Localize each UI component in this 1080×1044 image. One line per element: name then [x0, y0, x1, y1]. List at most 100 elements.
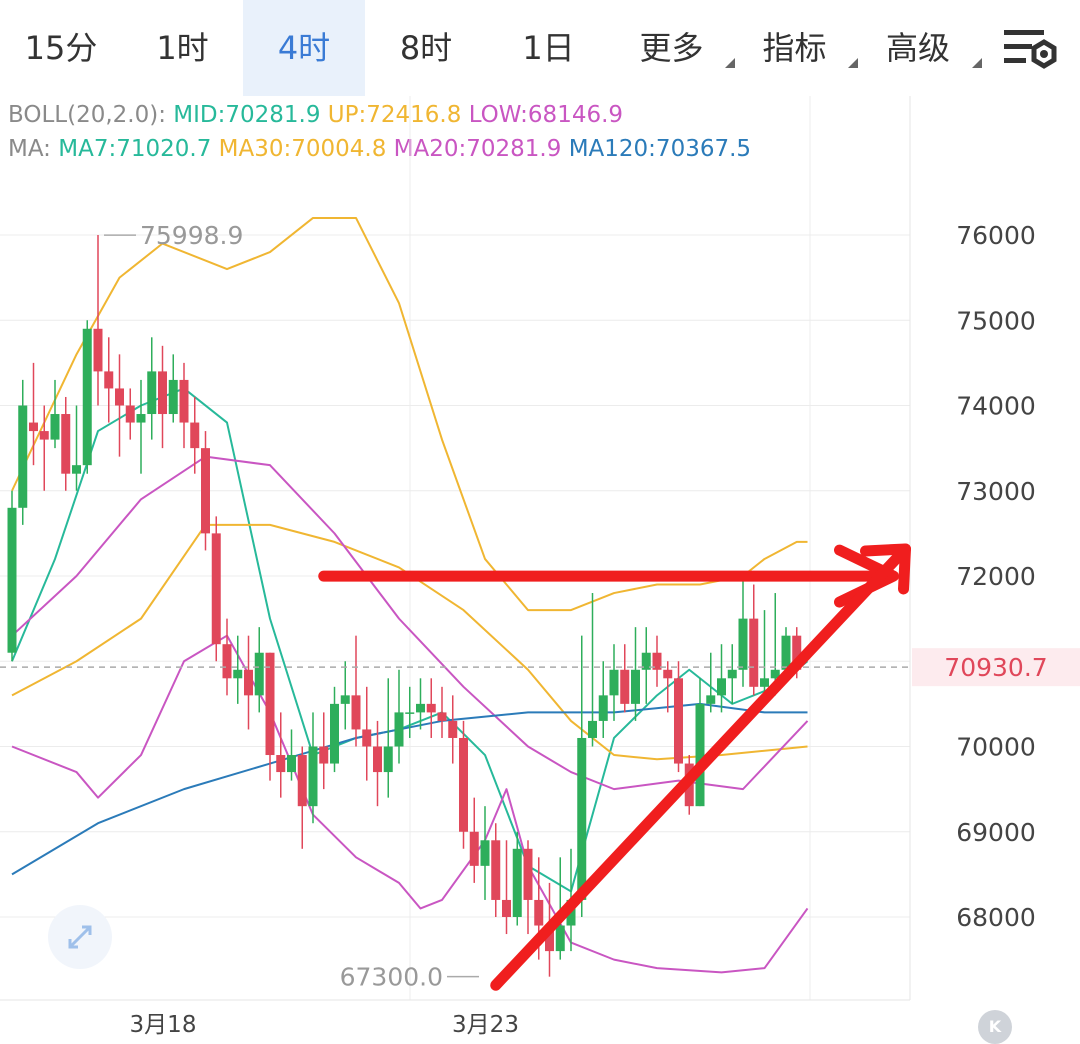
- candle: [158, 345, 167, 449]
- candle: [598, 661, 608, 738]
- candle: [502, 840, 511, 935]
- candle: [749, 584, 759, 696]
- x-tick-label: 3月23: [452, 1012, 519, 1038]
- candle: [770, 593, 780, 696]
- candle-body: [201, 448, 210, 534]
- y-tick-label: 75000: [956, 306, 1036, 335]
- candle-body: [39, 431, 49, 440]
- boll-up: UP:72416.8: [327, 102, 462, 128]
- candle: [674, 661, 683, 773]
- tab-7[interactable]: 高级: [856, 0, 982, 96]
- candle-body: [319, 746, 329, 764]
- timeframe-tabs: 15分 1时 4时 8时 1日 更多 指标 高级: [0, 0, 1080, 96]
- candle-body: [480, 840, 490, 866]
- kline-toggle-button[interactable]: K: [978, 1010, 1012, 1044]
- candle: [297, 746, 307, 849]
- y-tick-label: 68000: [956, 903, 1036, 932]
- candle-body: [760, 678, 769, 687]
- candle-body: [749, 618, 759, 687]
- candle: [265, 652, 275, 781]
- current-price-label: 70930.7: [944, 653, 1047, 682]
- dropdown-caret-icon: [725, 58, 735, 68]
- candle-body: [297, 755, 307, 807]
- tab-6[interactable]: 指标: [733, 0, 858, 96]
- boll-legend: BOLL(20,2.0): MID:70281.9 UP:72416.8 LOW…: [8, 102, 623, 128]
- candle-body: [136, 414, 146, 423]
- candle: [491, 823, 501, 917]
- candle-body: [674, 678, 683, 764]
- x-tick-label: 3月18: [130, 1012, 197, 1038]
- tab-5[interactable]: 更多: [610, 0, 735, 96]
- candle: [405, 686, 415, 738]
- candle: [437, 686, 447, 738]
- boll_low-line: [11, 634, 809, 974]
- candle-body: [82, 328, 92, 466]
- ma7-value: MA7:71020.7: [58, 136, 212, 162]
- candle-body: [233, 669, 243, 679]
- candle: [39, 405, 49, 491]
- candle-body: [61, 414, 71, 474]
- candle: [340, 661, 350, 730]
- candle: [201, 431, 210, 551]
- tab-3[interactable]: 8时: [365, 0, 487, 96]
- y-tick-label: 72000: [956, 562, 1036, 591]
- candle-body: [469, 831, 479, 866]
- diagonal-arrow-line: [490, 543, 911, 991]
- candle-body: [588, 720, 597, 738]
- candle-body: [598, 695, 608, 721]
- candle: [93, 235, 103, 406]
- candle-body: [340, 695, 350, 704]
- candle: [727, 644, 737, 704]
- candle: [760, 610, 769, 696]
- candle: [29, 362, 38, 466]
- candle: [211, 516, 221, 662]
- candle: [394, 669, 404, 764]
- chart-settings-icon[interactable]: [1000, 22, 1060, 74]
- tab-1[interactable]: 1时: [122, 0, 243, 96]
- expand-chart-button[interactable]: [48, 905, 112, 969]
- candle-body: [29, 422, 38, 432]
- low-marker-label: 67300.0: [340, 963, 443, 992]
- tab-2[interactable]: 4时: [243, 0, 365, 96]
- candle: [663, 661, 673, 713]
- boll-low: LOW:68146.9: [468, 102, 624, 128]
- candle: [233, 635, 243, 704]
- expand-icon: [68, 925, 92, 949]
- candle-body: [792, 635, 802, 670]
- candle: [104, 337, 114, 423]
- tab-0[interactable]: 15分: [0, 0, 122, 96]
- candle-body: [512, 848, 522, 917]
- candle-body: [158, 371, 167, 415]
- candle: [609, 644, 619, 721]
- candle: [448, 695, 458, 764]
- tab-4[interactable]: 1日: [487, 0, 610, 96]
- candle: [416, 678, 425, 730]
- candle-body: [373, 746, 382, 773]
- candle-body: [695, 703, 705, 807]
- candle: [652, 635, 662, 687]
- candle: [287, 729, 296, 781]
- tab-label: 15分: [24, 29, 98, 67]
- candle: [695, 678, 705, 807]
- candle: [512, 831, 522, 926]
- candle: [125, 388, 135, 440]
- candle: [480, 806, 490, 900]
- candle-body: [7, 507, 17, 653]
- candle: [308, 712, 318, 824]
- candle-body: [770, 669, 780, 679]
- candle: [50, 379, 60, 449]
- current-price-tag: [912, 648, 1080, 687]
- candle: [72, 405, 81, 491]
- candle-body: [738, 618, 748, 670]
- candle-body: [276, 755, 286, 773]
- candle-body: [534, 899, 544, 926]
- candle: [276, 712, 286, 798]
- candle: [330, 686, 339, 773]
- candle-body: [416, 703, 425, 713]
- candle: [362, 686, 372, 781]
- candle: [523, 840, 533, 935]
- candle: [179, 362, 189, 449]
- candle-body: [383, 746, 393, 773]
- candle: [717, 644, 726, 713]
